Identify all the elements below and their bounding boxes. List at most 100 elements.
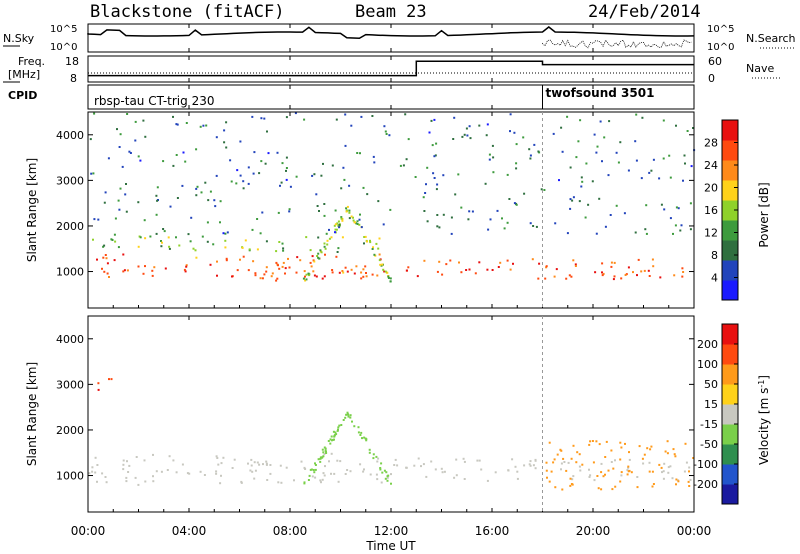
heatmap-cell [340,217,343,220]
heatmap-cell [320,251,323,254]
heatmap-cell [175,471,178,474]
heatmap-cell [346,411,349,414]
heatmap-cell [335,255,338,258]
heatmap-cell [484,182,487,185]
heatmap-cell [399,164,402,167]
heatmap-cell [336,251,339,253]
heatmap-cell [260,117,263,120]
heatmap-cell [341,270,344,272]
heatmap-cell [251,228,254,231]
heatmap-cell [466,134,469,137]
heatmap-cell [468,268,471,271]
heatmap-cell [600,488,603,491]
heatmap-cell [319,456,322,459]
heatmap-cell [394,458,397,461]
heatmap-cell [497,266,500,268]
heatmap-cell [323,446,326,449]
heatmap-cell [652,483,655,485]
nave-label: Nave [746,62,774,75]
heatmap-cell [187,233,190,236]
heatmap-cell [684,162,686,165]
heatmap-cell [144,265,146,268]
heatmap-cell [375,473,378,476]
heatmap-cell [436,225,439,228]
heatmap-cell [335,433,338,436]
heatmap-cell [372,457,375,460]
heatmap-cell [576,451,579,454]
heatmap-cell [396,464,399,467]
heatmap-cell [126,113,129,115]
velocity-heatmap [88,378,695,491]
heatmap-cell [376,460,379,463]
heatmap-cell [499,261,502,264]
heatmap-cell [265,270,268,273]
heatmap-cell [330,452,333,455]
heatmap-cell [366,240,368,243]
heatmap-cell [361,437,363,440]
heatmap-cell [680,224,683,227]
heatmap-cell [597,487,600,490]
heatmap-cell [312,469,315,471]
heatmap-cell [167,236,170,239]
heatmap-cell [124,193,127,196]
heatmap-cell [587,203,590,206]
heatmap-cell [686,130,689,132]
heatmap-cell [384,270,387,273]
heatmap-cell [195,194,198,197]
heatmap-cell [443,470,446,473]
heatmap-cell [126,269,129,272]
heatmap-cell [494,471,497,474]
heatmap-cell [343,178,346,181]
heatmap-cell [662,470,665,473]
heatmap-cell [601,271,603,274]
heatmap-cell [578,453,581,456]
heatmap-cell [668,154,671,157]
heatmap-cell [320,174,323,177]
x-tick-label: 16:00 [475,524,510,538]
colorbar-tick-label: 15 [704,398,718,411]
heatmap-cell [189,240,192,243]
heatmap-cell [492,171,495,174]
heatmap-cell [334,209,337,212]
heatmap-cell [285,178,288,181]
heatmap-cell [486,123,489,126]
heatmap-cell [176,197,179,199]
heatmap-cell [689,202,692,205]
heatmap-cell [569,484,572,487]
heatmap-cell [106,262,109,265]
heatmap-cell [328,237,331,240]
heatmap-cell [677,480,680,483]
heatmap-cell [554,222,557,225]
heatmap-cell [222,456,225,459]
nsky-tick-top-right: 10^5 [707,24,734,35]
colorbar-segment [722,384,738,405]
heatmap-cell [328,460,330,463]
heatmap-cell [337,225,340,227]
heatmap-cell [371,273,374,276]
colorbar-tick-label: 16 [704,204,718,217]
heatmap-cell [554,486,557,489]
heatmap-cell [96,258,98,261]
heatmap-cell [642,462,645,465]
colorbar-segment [722,444,738,465]
heatmap-cell [369,239,371,242]
heatmap-cell [261,211,264,214]
heatmap-cell [433,177,436,179]
heatmap-cell [338,223,341,226]
heatmap-cell [263,273,266,276]
colorbar-segment [722,364,738,385]
heatmap-cell [462,457,465,460]
heatmap-cell [550,470,553,473]
heatmap-cell [662,157,665,160]
heatmap-cell [416,275,419,278]
heatmap-cell [478,261,481,264]
colorbar-segment [722,344,738,365]
nave-tick-top: 60 [708,55,722,68]
heatmap-cell [358,223,361,226]
heatmap-cell [192,247,195,250]
heatmap-cell [359,152,361,155]
heatmap-cell [572,475,575,478]
heatmap-cell [604,456,607,458]
heatmap-cell [317,458,320,461]
nsky-tick-bottom-right: 10^0 [707,42,734,53]
